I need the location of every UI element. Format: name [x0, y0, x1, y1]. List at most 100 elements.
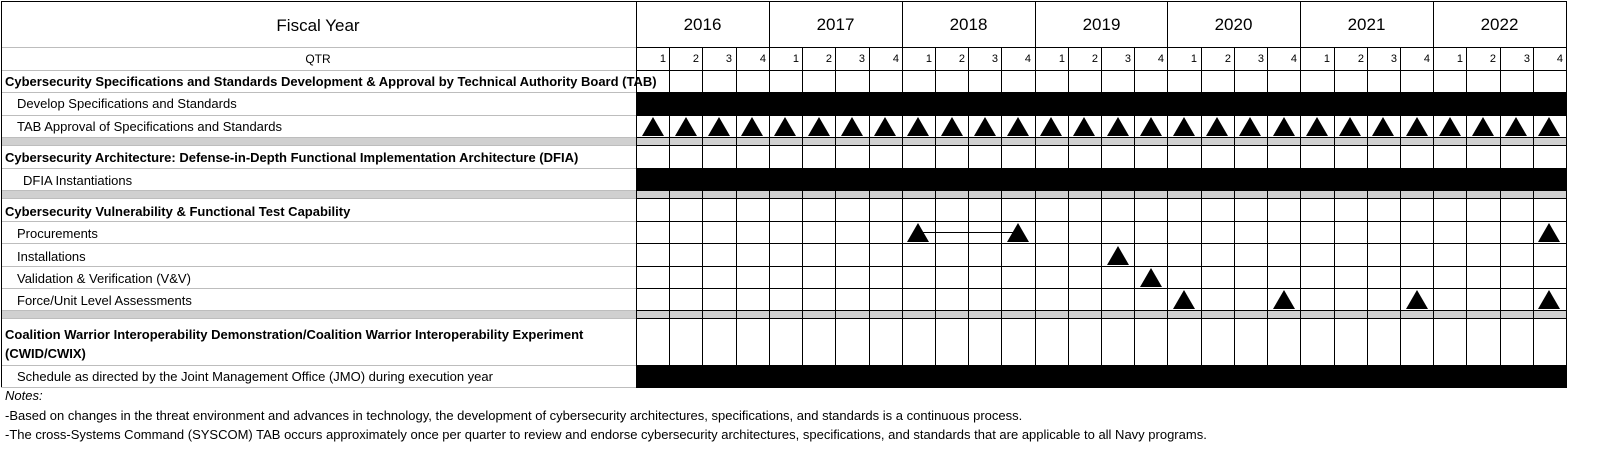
milestone-triangle [840, 117, 863, 136]
quarter-divider [1001, 47, 1002, 387]
row-divider [1, 137, 636, 138]
notes-heading: Notes: [5, 388, 43, 403]
quarter-number: 2 [1357, 53, 1364, 65]
quarter-divider [736, 47, 737, 387]
quarter-number: 4 [892, 53, 899, 65]
quarter-number: 3 [991, 53, 998, 65]
note-line-2: -The cross-Systems Command (SYSCOM) TAB … [5, 427, 1207, 442]
section-title-cwid-line1: Coalition Warrior Interoperability Demon… [5, 327, 584, 342]
row-divider [1, 387, 636, 388]
row-divider [1, 310, 636, 311]
row-divider [1, 190, 636, 191]
milestone-triangle [1139, 117, 1162, 136]
milestone-triangle [1073, 117, 1096, 136]
section-title-cwid-line2: (CWID/CWIX) [5, 346, 86, 361]
milestone-triangle [807, 117, 830, 136]
quarter-number: 4 [1024, 53, 1031, 65]
quarter-number: 3 [1390, 53, 1397, 65]
quarter-number: 3 [858, 53, 865, 65]
row-label-vv: Validation & Verification (V&V) [17, 271, 191, 286]
quarter-number: 3 [1523, 53, 1530, 65]
quarter-divider [869, 47, 870, 387]
row-label-develop-specs: Develop Specifications and Standards [17, 96, 237, 111]
quarter-number: 3 [1257, 53, 1264, 65]
quarter-number: 1 [659, 53, 666, 65]
year-label-2017: 2017 [816, 15, 855, 34]
row-label-dfia-instantiations: DFIA Instantiations [23, 173, 133, 188]
section-title-vuln-test: Cybersecurity Vulnerability & Functional… [5, 204, 351, 219]
quarter-number: 4 [759, 53, 766, 65]
year-divider [902, 1, 903, 387]
milestone-triangle [1239, 117, 1262, 136]
row-divider [1, 365, 636, 366]
quarter-divider [1500, 47, 1501, 387]
year-label-2021: 2021 [1347, 15, 1386, 34]
quarter-divider [1533, 47, 1534, 387]
quarter-number: 2 [958, 53, 965, 65]
quarter-divider [1367, 47, 1368, 387]
quarter-number: 1 [1058, 53, 1065, 65]
quarter-number: 4 [1556, 53, 1563, 65]
row-divider [1, 92, 636, 93]
row-label-installations: Installations [17, 249, 86, 264]
row-label-jmo-schedule: Schedule as directed by the Joint Manage… [17, 369, 493, 384]
quarter-divider [802, 47, 803, 387]
continuous-bar [636, 93, 1566, 115]
year-divider [1300, 1, 1301, 387]
quarter-divider [1400, 47, 1401, 387]
milestone-triangle [1372, 117, 1395, 136]
row-divider [1, 47, 636, 48]
milestone-triangle [907, 223, 930, 242]
section-separator [1, 310, 1566, 318]
note-line-1: -Based on changes in the threat environm… [5, 408, 1023, 423]
year-divider [769, 1, 770, 387]
milestone-triangle [1106, 117, 1129, 136]
milestone-triangle [641, 117, 664, 136]
milestone-triangle [1339, 117, 1362, 136]
milestone-triangle [1272, 117, 1295, 136]
milestone-triangle [708, 117, 731, 136]
section-title-dfia: Cybersecurity Architecture: Defense-in-D… [5, 150, 579, 165]
milestone-triangle [940, 117, 963, 136]
row-label-tab-approval: TAB Approval of Specifications and Stand… [17, 119, 282, 134]
year-label-2018: 2018 [949, 15, 988, 34]
row-divider [1, 266, 636, 267]
quarter-number: 2 [692, 53, 699, 65]
milestone-triangle [1538, 223, 1561, 242]
quarter-divider [1201, 47, 1202, 387]
quarter-divider [1068, 47, 1069, 387]
quarter-number: 1 [925, 53, 932, 65]
milestone-triangle [741, 117, 764, 136]
quarter-number: 2 [825, 53, 832, 65]
quarter-number: 1 [1456, 53, 1463, 65]
quarter-number: 2 [1091, 53, 1098, 65]
milestone-triangle [1438, 117, 1461, 136]
quarter-divider [1466, 47, 1467, 387]
quarter-divider [968, 47, 969, 387]
quarter-divider [1267, 47, 1268, 387]
quarter-number: 1 [792, 53, 799, 65]
milestone-connector [918, 232, 1018, 233]
table-right-border [1566, 1, 1567, 387]
quarter-number: 2 [1489, 53, 1496, 65]
section-separator [1, 137, 1566, 145]
quarter-divider [1334, 47, 1335, 387]
row-divider [1, 288, 636, 289]
year-divider [1035, 1, 1036, 387]
quarter-number: 4 [1157, 53, 1164, 65]
milestone-triangle [1173, 290, 1196, 309]
milestone-triangle [1538, 117, 1561, 136]
milestone-triangle [1272, 290, 1295, 309]
table-top-border [1, 1, 1567, 2]
year-label-2016: 2016 [683, 15, 722, 34]
year-divider [1167, 1, 1168, 387]
quarter-number: 1 [1323, 53, 1330, 65]
milestone-triangle [1405, 117, 1428, 136]
row-divider [1, 198, 636, 199]
quarter-divider [1134, 47, 1135, 387]
milestone-triangle [1538, 290, 1561, 309]
continuous-bar [636, 169, 1566, 190]
section-separator [1, 190, 1566, 198]
milestone-triangle [1173, 117, 1196, 136]
